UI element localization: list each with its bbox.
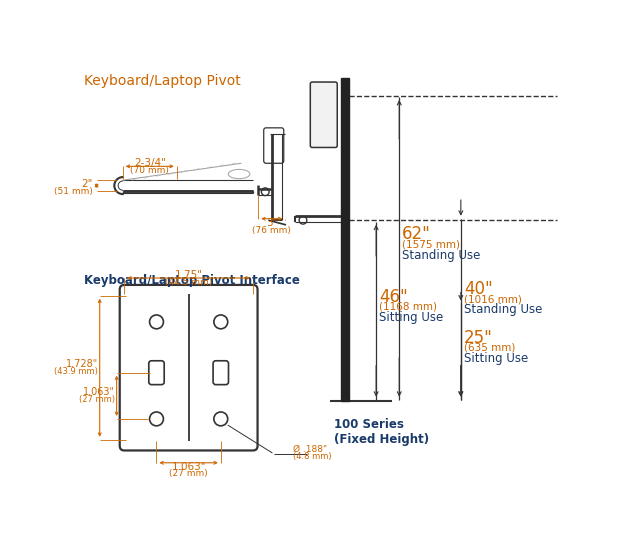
Text: 2": 2" [81, 179, 92, 189]
Text: (44.5 mm): (44.5 mm) [165, 278, 212, 287]
Text: 2-3/4": 2-3/4" [134, 158, 166, 168]
Text: 1.728": 1.728" [66, 359, 98, 369]
Text: (27 mm): (27 mm) [169, 469, 208, 478]
Bar [341, 78, 349, 401]
Text: 1.75": 1.75" [174, 270, 203, 280]
Text: Standing Use: Standing Use [464, 304, 542, 316]
Text: (43.9 mm): (43.9 mm) [54, 367, 98, 376]
Text: (1016 mm): (1016 mm) [464, 294, 522, 304]
Text: Ø .188": Ø .188" [293, 444, 327, 453]
Text: (1168 mm): (1168 mm) [379, 302, 438, 312]
Text: Sitting Use: Sitting Use [464, 352, 528, 365]
Text: (4.8 mm): (4.8 mm) [293, 452, 332, 461]
FancyBboxPatch shape [310, 82, 338, 147]
Text: (1575 mm): (1575 mm) [402, 240, 461, 250]
Text: 100 Series
(Fixed Height): 100 Series (Fixed Height) [334, 418, 429, 446]
Text: 46": 46" [379, 288, 408, 306]
Text: (70 mm): (70 mm) [131, 167, 169, 176]
Text: (635 mm): (635 mm) [464, 343, 515, 353]
Text: Standing Use: Standing Use [402, 249, 481, 262]
Text: (51 mm): (51 mm) [54, 187, 92, 197]
Circle shape [299, 216, 307, 224]
Text: 3": 3" [266, 217, 278, 227]
Text: 62": 62" [402, 225, 431, 243]
Text: (76 mm): (76 mm) [253, 226, 291, 235]
Text: 40": 40" [464, 280, 492, 298]
Circle shape [261, 188, 269, 195]
Text: 1.063": 1.063" [83, 387, 115, 397]
Text: 25": 25" [464, 328, 492, 347]
Text: Keyboard/Laptop Pivot Interface: Keyboard/Laptop Pivot Interface [84, 274, 299, 287]
Text: Sitting Use: Sitting Use [379, 311, 444, 324]
Text: Keyboard/Laptop Pivot: Keyboard/Laptop Pivot [84, 74, 240, 88]
Text: (27 mm): (27 mm) [79, 395, 115, 404]
Text: 1.063": 1.063" [171, 461, 206, 471]
